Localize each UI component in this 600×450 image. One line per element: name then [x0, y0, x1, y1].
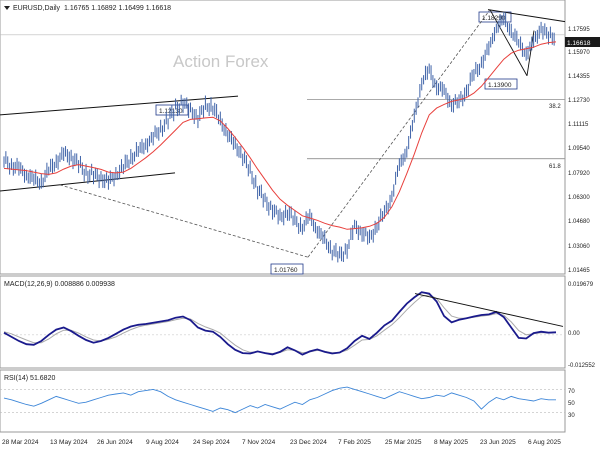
macd-main-line: [3, 291, 557, 356]
x-axis: 28 Mar 2024 13 May 2024 26 Jun 2024 9 Au…: [2, 439, 561, 446]
rsi-panel-frame: [0, 369, 566, 433]
x-tick-label: 23 Dec 2024: [290, 439, 327, 446]
price-panel-frame: [0, 0, 566, 275]
fib-label-38: 38.2: [549, 104, 561, 110]
leg-b: [526, 30, 535, 76]
macd-y-tick: 0.00: [568, 331, 580, 337]
rsi-line: [3, 386, 556, 414]
svg-text:1.01760: 1.01760: [274, 267, 298, 274]
macd-title: MACD(12,26,9) 0.008886 0.009938: [4, 281, 115, 288]
price-y-tick: 1.14355: [568, 74, 590, 80]
x-tick-label: 26 Jun 2024: [97, 439, 133, 446]
dashed-trend-up: [307, 9, 491, 258]
macd-y-axis: 0.019679 0.00 -0.012552: [568, 282, 596, 369]
price-y-tick: 1.07920: [568, 171, 590, 177]
x-tick-label: 24 Sep 2024: [193, 439, 230, 446]
rsi-y-tick: 50: [568, 401, 575, 407]
rsi-y-tick: 70: [568, 389, 575, 395]
price-y-tick: 1.17595: [568, 27, 590, 33]
annotation-1.01760: 1.01760: [270, 263, 304, 275]
x-tick-label: 6 Aug 2025: [528, 439, 561, 446]
macd-trendline: [414, 293, 564, 327]
moving-average-line: [3, 41, 557, 230]
leg-a: [489, 9, 528, 76]
fib-label-61: 61.8: [549, 164, 561, 170]
macd-panel-frame: [0, 275, 566, 369]
x-tick-label: 8 May 2025: [434, 439, 468, 446]
price-y-tick: 1.04680: [568, 219, 590, 225]
x-tick-label: 7 Feb 2025: [338, 439, 371, 446]
svg-text:1.12130: 1.12130: [159, 108, 183, 115]
ohlc-readout: 1.16765 1.16892 1.16499 1.16618: [64, 5, 171, 12]
x-tick-label: 23 Jun 2025: [480, 439, 516, 446]
macd-y-tick: -0.012552: [568, 363, 596, 369]
trendline-upper-left: [0, 95, 239, 116]
price-y-tick: 1.12730: [568, 98, 590, 104]
price-y-axis: 1.17595 1.15970 1.14355 1.12730 1.11115 …: [568, 27, 590, 274]
price-y-tick: 1.11115: [568, 122, 589, 128]
trendline-top-right: [487, 9, 566, 23]
x-tick-label: 9 Aug 2024: [146, 439, 179, 446]
dashed-trend-down: [59, 184, 309, 258]
rsi-y-axis: 70 50 30: [568, 389, 575, 419]
current-price-box: 1.16618: [565, 37, 600, 47]
symbol-label: EURUSD,Daily: [13, 5, 61, 12]
macd-y-tick: 0.019679: [568, 282, 594, 288]
rsi-title: RSI(14) 51.6820: [4, 375, 55, 382]
svg-text:1.13900: 1.13900: [488, 82, 512, 89]
svg-text:1.18290: 1.18290: [482, 15, 506, 22]
macd-signal-line: [3, 294, 557, 355]
dropdown-arrow-icon[interactable]: [4, 6, 10, 10]
x-tick-label: 13 May 2024: [50, 439, 88, 446]
price-y-tick: 1.01465: [568, 268, 590, 274]
price-y-tick: 1.09540: [568, 146, 590, 152]
price-y-tick: 1.03060: [568, 244, 590, 250]
price-y-tick: 1.06300: [568, 195, 590, 201]
rsi-y-tick: 30: [568, 413, 575, 419]
x-tick-label: 25 Mar 2025: [385, 439, 422, 446]
x-tick-label: 7 Nov 2024: [242, 439, 276, 446]
annotation-1.13900: 1.13900: [484, 78, 518, 90]
x-tick-label: 28 Mar 2024: [2, 439, 39, 446]
price-y-tick: 1.15970: [568, 50, 590, 56]
watermark: Action Forex: [173, 52, 269, 71]
price-bars: [3, 11, 555, 263]
svg-text:1.16618: 1.16618: [567, 40, 591, 47]
annotation-1.18290: 1.18290: [478, 11, 512, 23]
